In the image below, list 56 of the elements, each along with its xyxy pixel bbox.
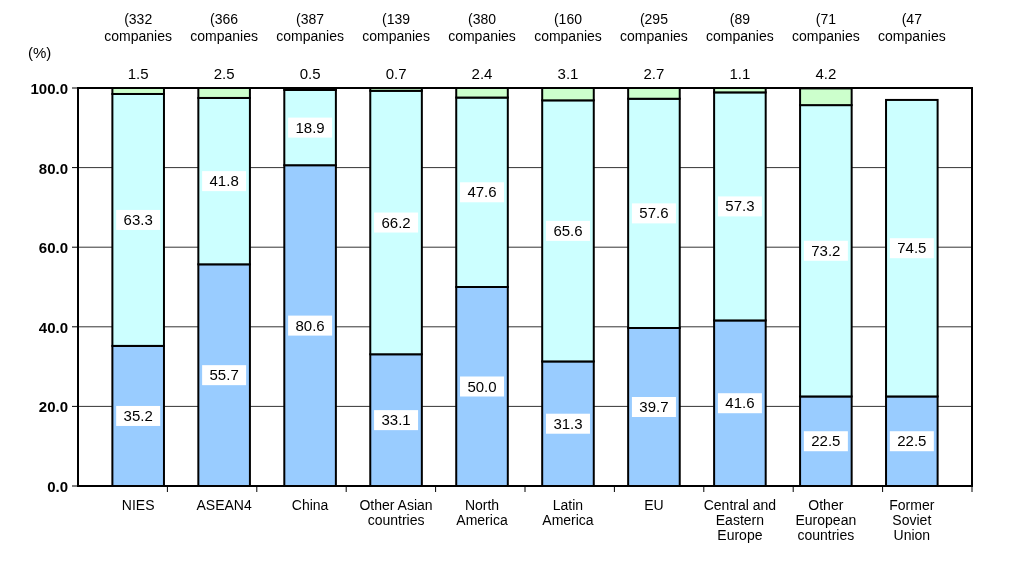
- data-label: 0.5: [299, 65, 321, 82]
- data-label: 41.8: [209, 172, 239, 190]
- data-label: 65.6: [553, 221, 583, 239]
- data-label: 55.7: [209, 366, 239, 384]
- data-label: 0.7: [385, 65, 407, 82]
- text: (89 companies: [706, 11, 774, 44]
- y-tick-label: 0.0: [47, 478, 68, 495]
- data-label: 63.3: [123, 210, 153, 228]
- data-label: 18.9: [295, 118, 325, 136]
- data-label: 57.3: [725, 197, 755, 215]
- x-tick-label: Other Asian countries: [359, 497, 433, 528]
- data-label: 2.4: [471, 65, 493, 82]
- x-tick-label: ASEAN4: [196, 497, 252, 513]
- y-tick-label: 80.0: [38, 159, 68, 177]
- x-tick-label: Other European countries: [795, 497, 857, 543]
- y-tick-label: 40.0: [38, 318, 68, 336]
- y-tick-label: 60.0: [38, 239, 68, 257]
- data-label: 31.3: [553, 414, 583, 432]
- data-label: 57.6: [639, 204, 669, 222]
- data-label: 80.6: [295, 316, 325, 334]
- text: (380 companies: [448, 11, 516, 44]
- data-label: 50.0: [467, 377, 497, 395]
- data-label: 73.2: [811, 241, 841, 259]
- y-tick-label: 20.0: [38, 398, 68, 416]
- x-tick-label: NIES: [121, 497, 155, 513]
- y-tick-label: 100.0: [30, 80, 68, 97]
- data-label: 22.5: [811, 432, 841, 450]
- text: (71 companies: [792, 11, 860, 44]
- data-label: 1.1: [729, 65, 751, 82]
- data-label: 66.2: [381, 213, 411, 231]
- data-label: 2.7: [643, 65, 665, 82]
- x-tick-label: North America: [456, 497, 508, 528]
- data-label: 35.2: [123, 406, 153, 424]
- text: (387 companies: [276, 11, 344, 44]
- text: (366 companies: [190, 11, 258, 44]
- data-label: 47.6: [467, 183, 497, 201]
- y-axis-title: (%): [28, 44, 52, 61]
- data-label: 1.5: [127, 65, 149, 82]
- text: (332 companies: [104, 11, 173, 44]
- data-label: 41.6: [725, 394, 755, 412]
- data-label: 4.2: [815, 65, 837, 83]
- x-tick-label: Former Soviet Union: [889, 497, 935, 543]
- text: (139 companies: [362, 11, 430, 44]
- data-label: 74.5: [897, 239, 927, 257]
- x-tick-label: Latin America: [542, 497, 594, 528]
- text: (295 companies: [620, 11, 688, 44]
- x-tick-label: EU: [644, 497, 664, 513]
- text: (47 companies: [877, 11, 946, 44]
- x-tick-label: China: [291, 497, 329, 513]
- x-tick-label: Central and Eastern Europe: [703, 497, 777, 543]
- data-label: 33.1: [381, 411, 411, 429]
- data-label: 39.7: [639, 398, 669, 415]
- data-label: 3.1: [557, 65, 579, 82]
- data-label: 2.5: [213, 65, 235, 82]
- data-label: 22.5: [897, 432, 927, 450]
- text: (160 companies: [534, 11, 602, 44]
